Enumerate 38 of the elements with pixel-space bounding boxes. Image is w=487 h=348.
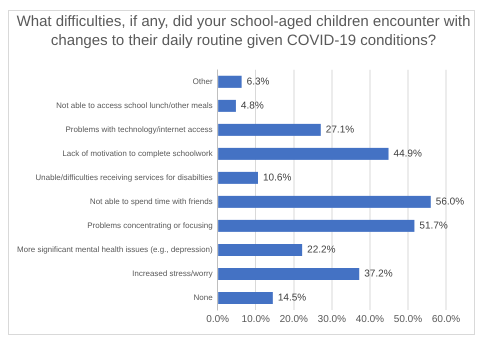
data-label: 6.3% (246, 76, 270, 88)
data-label: 4.8% (240, 100, 264, 112)
y-tick-label: Lack of motivation to complete schoolwork (62, 149, 214, 158)
y-tick-label: Not able to access school lunch/other meals (56, 101, 213, 110)
x-tick-label: 60.0% (432, 314, 460, 325)
y-tick-label: Increased stress/worry (132, 269, 213, 278)
chart-title: What difficulties, if any, did your school-aged children encounter with changes to their daily routine given COVID-19 conditions? (16, 12, 472, 50)
x-tick-label: 0.0% (206, 314, 230, 325)
x-tick-label: 40.0% (356, 314, 384, 325)
data-label: 37.2% (364, 268, 393, 280)
bar (218, 244, 302, 256)
data-label: 27.1% (326, 124, 354, 136)
data-label: 10.6% (262, 172, 292, 184)
bar (218, 100, 236, 112)
data-label: 56.0% (436, 196, 464, 208)
x-tick-label: 30.0% (318, 314, 346, 325)
bar (218, 76, 242, 88)
bar (218, 292, 273, 304)
bar (218, 220, 414, 232)
data-label: 14.5% (278, 292, 306, 304)
data-label: 51.7% (419, 220, 448, 232)
y-tick-label: Not able to spend time with friends (90, 197, 213, 206)
y-tick-label: None (194, 293, 214, 302)
x-tick-label: 10.0% (242, 314, 270, 325)
y-tick-label: More significant mental health issues (e.g., depression) (16, 245, 213, 254)
y-tick-label: Other (192, 77, 213, 86)
bar (218, 148, 389, 160)
x-tick-label: 50.0% (394, 314, 422, 325)
bar (218, 268, 360, 280)
bar (218, 172, 258, 184)
bar (218, 124, 321, 136)
x-tick-label: 20.0% (280, 314, 308, 325)
y-tick-label: Problems with technology/internet access (65, 125, 213, 134)
data-label: 44.9% (394, 148, 422, 160)
data-label: 22.2% (307, 244, 336, 256)
y-tick-label: Unable/difficulties receiving services for disabilties (35, 173, 213, 182)
bar (218, 196, 431, 208)
y-tick-label: Problems concentrating or focusing (87, 221, 213, 230)
